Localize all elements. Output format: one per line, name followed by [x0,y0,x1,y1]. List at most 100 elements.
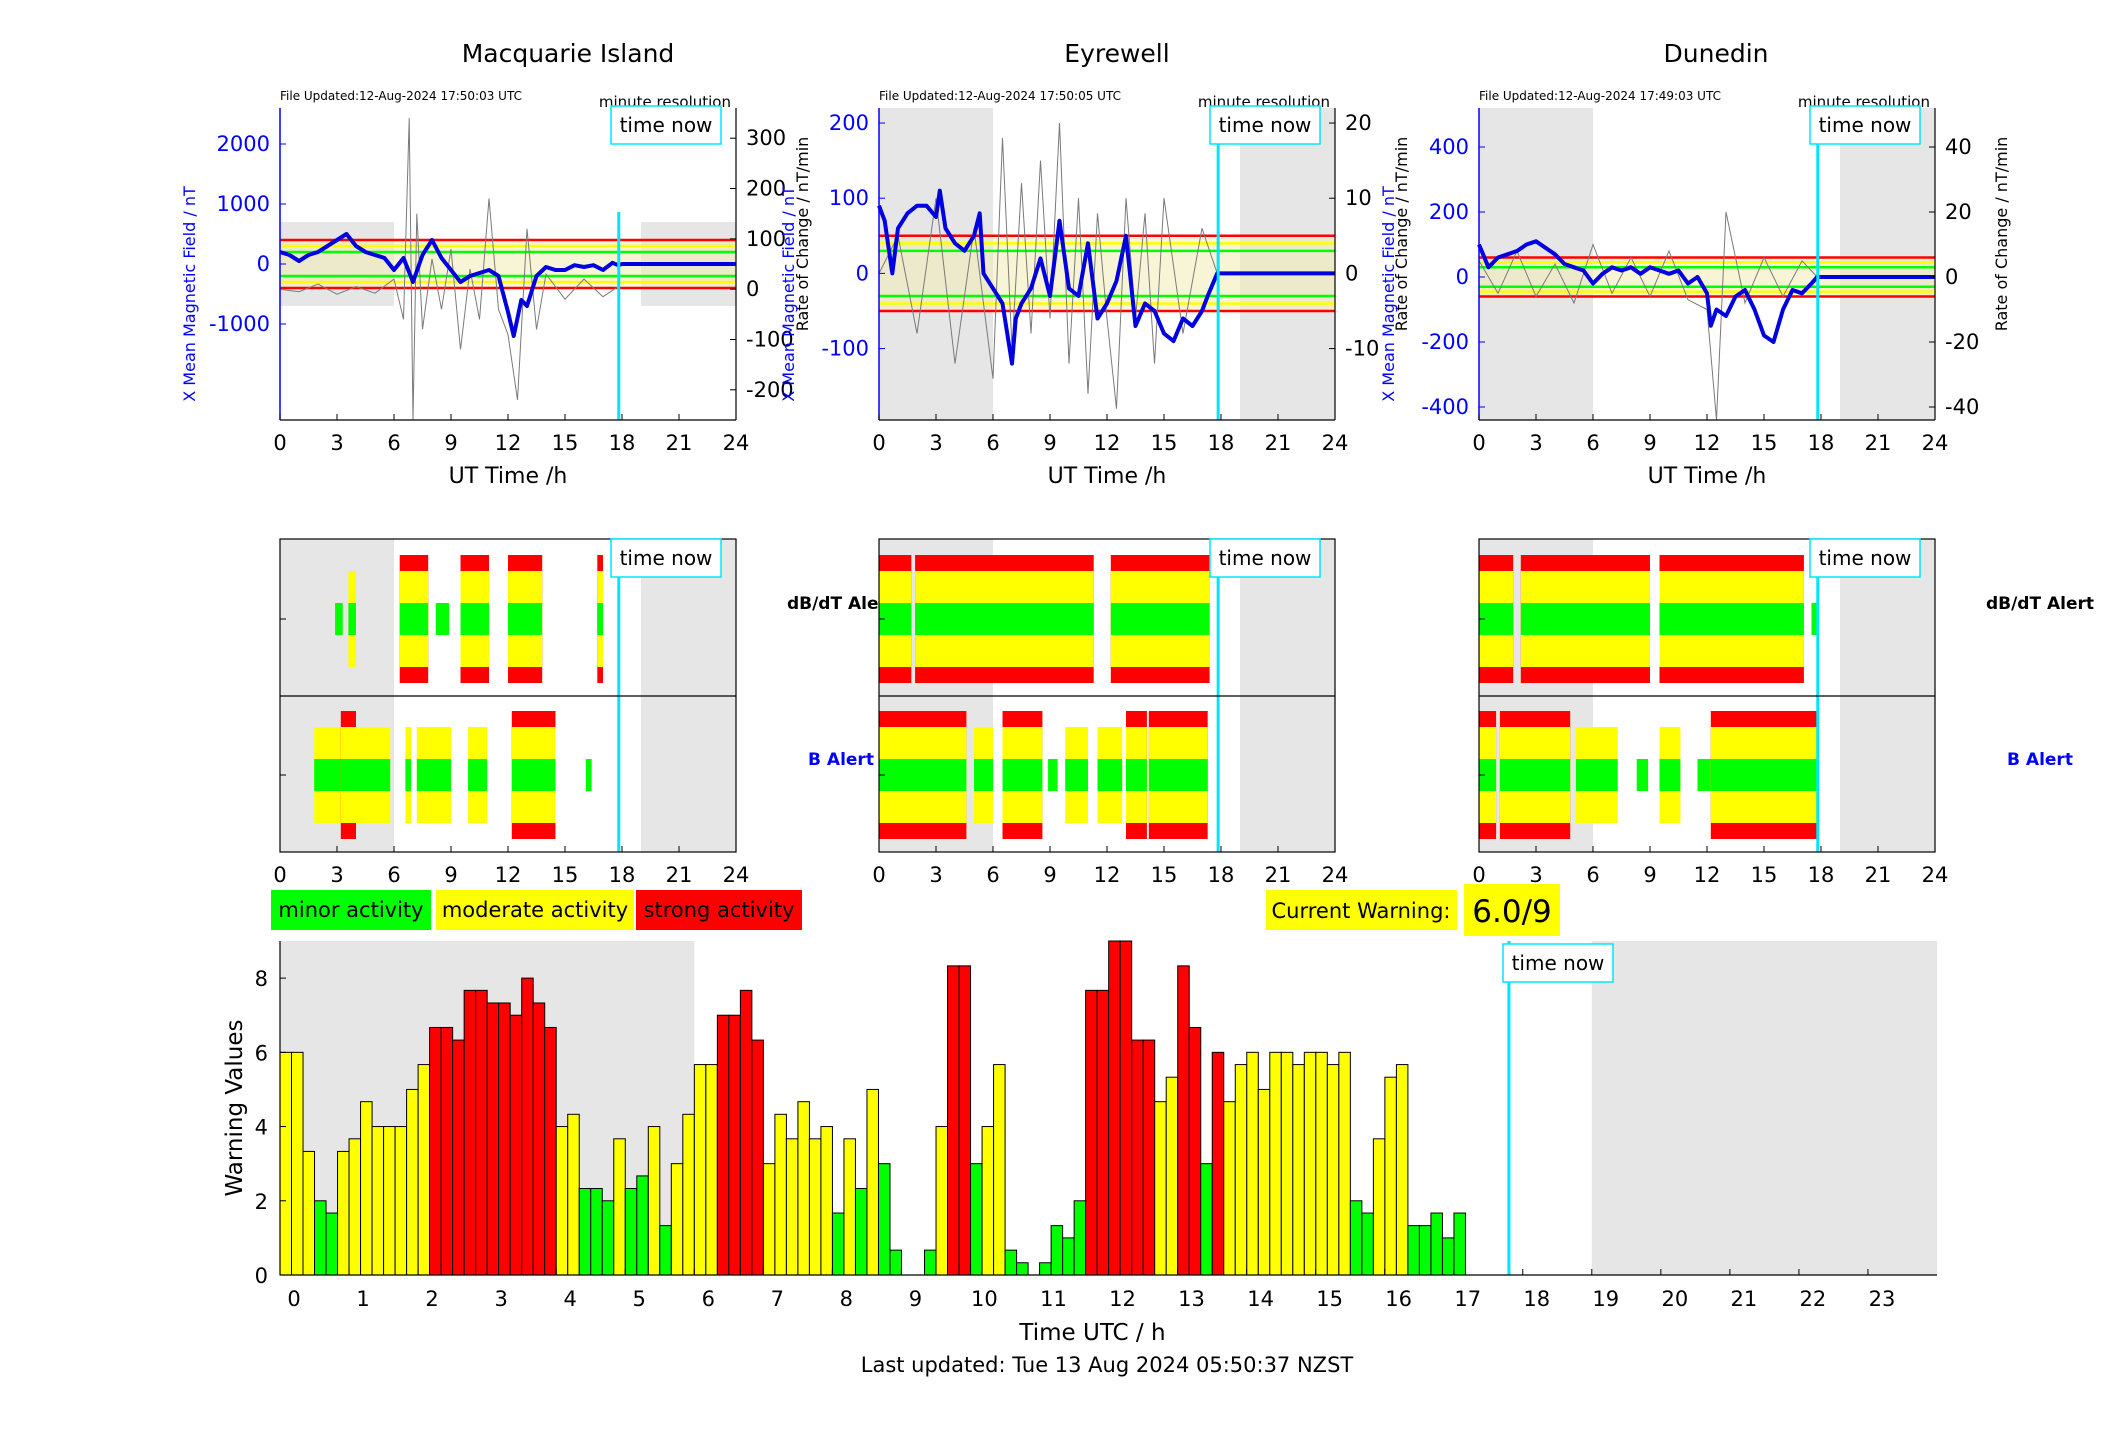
warning-bar [924,1249,937,1276]
x-tick-label: 3 [929,431,942,455]
alert-segment-minor [1110,603,1210,635]
warning-bar [866,1088,879,1276]
warning-bar [1119,940,1133,1276]
dbdt-alert-label: dB/dT Alert [1986,594,2094,614]
y-left-tick-label: 2000 [217,132,270,156]
warning-bar [1016,1262,1029,1276]
x-tick-label: 12 [1094,863,1121,887]
y-left-tick-label: -1000 [209,312,270,336]
x-tick-label: 12 [1694,863,1721,887]
x-tick-label: 18 [1208,863,1235,887]
warning-bar [1395,1064,1409,1276]
warning-bar [578,1188,592,1276]
warning-bar [302,1150,316,1276]
time-now-label: time now [1219,113,1312,137]
warning-bar [1039,1262,1052,1276]
warning-bar [1384,1076,1397,1276]
warning-bar [981,1126,995,1276]
warning-bar [854,1188,868,1276]
warning-bar [1372,1138,1386,1276]
warning-bar [1349,1200,1363,1276]
x-tick-label: 8 [840,1287,853,1311]
y-left-axis-label: X Mean Magnetic Field / nT [779,186,798,402]
x-tick-label: 3 [1529,863,1542,887]
x-tick-label: 15 [552,863,579,887]
warning-bar [774,1113,787,1276]
x-tick-label: 12 [495,863,522,887]
x-tick-label: 23 [1869,1287,1896,1311]
x-tick-label: 0 [1472,863,1485,887]
x-tick-label: 18 [1523,1287,1550,1311]
x-tick-label: 0 [1472,431,1485,455]
warning-bar [601,1200,615,1276]
y-left-tick-label: 0 [257,252,270,276]
warning-bar [1004,1249,1018,1276]
alert-segment-minor [1659,603,1707,635]
x-tick-label: 12 [1094,431,1121,455]
alert-segment-minor [416,759,451,791]
x-tick-label: 24 [1922,431,1949,455]
legend-minor-label: minor activity [278,898,423,922]
x-tick-label: 15 [1316,1287,1343,1311]
x-axis-label: Time UTC / h [1018,1320,1165,1346]
x-tick-label: 9 [444,431,457,455]
alert-segment-minor [468,759,488,791]
y-tick-label: 2 [255,1190,268,1214]
warning-bar [1073,1200,1087,1276]
x-tick-label: 24 [1322,431,1349,455]
warning-bar [843,1138,856,1276]
y-right-tick-label: 20 [1345,111,1372,135]
x-tick-label: 1 [356,1287,369,1311]
x-axis-label: UT Time /h [1648,464,1767,489]
y-left-tick-label: -100 [821,337,869,361]
alert-panel-2: 0 3 6 9 12 15 18 21 24 time now dB/dT Alert B Alert [1472,538,2094,887]
time-now-label: time now [620,546,713,570]
warning-bar [993,1064,1006,1276]
warning-bar [739,989,753,1276]
alert-segment-minor [511,759,556,791]
current-warning-value-box [1464,884,1560,936]
x-tick-label: 15 [1751,863,1778,887]
x-tick-label: 24 [723,863,750,887]
x-tick-label: 15 [1151,863,1178,887]
x-tick-label: 21 [1265,863,1292,887]
alert-segment-minor [1148,759,1208,791]
y-left-tick-label: 0 [856,261,869,285]
legend-minor-swatch [271,890,431,930]
warning-bar [947,965,960,1276]
warning-bar [440,1026,454,1276]
warning-bar [279,1051,293,1276]
warning-bar [1361,1212,1374,1276]
legend-moderate-label: moderate activity [442,898,628,922]
warning-bar [1188,1026,1202,1276]
x-tick-label: 9 [1043,431,1056,455]
y-right-tick-label: 0 [1945,265,1958,289]
y-right-tick-label: 200 [746,177,786,201]
warning-bar [532,1002,546,1276]
warning-bar [1096,989,1110,1276]
warning-bar [1142,1039,1156,1276]
x-tick-label: 3 [494,1287,507,1311]
x-tick-label: 21 [666,863,693,887]
x-tick-label: 0 [273,431,286,455]
time-now-box [610,105,722,145]
x-tick-label: 3 [330,863,343,887]
x-tick-label: 12 [495,431,522,455]
x-tick-label: 18 [1808,431,1835,455]
alert-segment-minor [1636,759,1649,791]
alert-segment-minor [399,603,429,635]
warning-bar [394,1126,408,1276]
alert-segment-minor [1659,759,1681,791]
x-tick-label: 24 [723,431,750,455]
warning-bar [383,1126,396,1276]
alert-segment-minor [335,603,343,635]
alert-segment-minor [1697,759,1711,791]
x-tick-label: 15 [552,431,579,455]
y-right-axis-label: Rate of Change / nT/min [1392,137,1411,332]
warning-bar [1430,1212,1443,1276]
warning-bar [1234,1064,1248,1276]
alert-segment-minor [1811,603,1820,635]
activity-legend: minor activity moderate activity strong … [271,890,802,930]
